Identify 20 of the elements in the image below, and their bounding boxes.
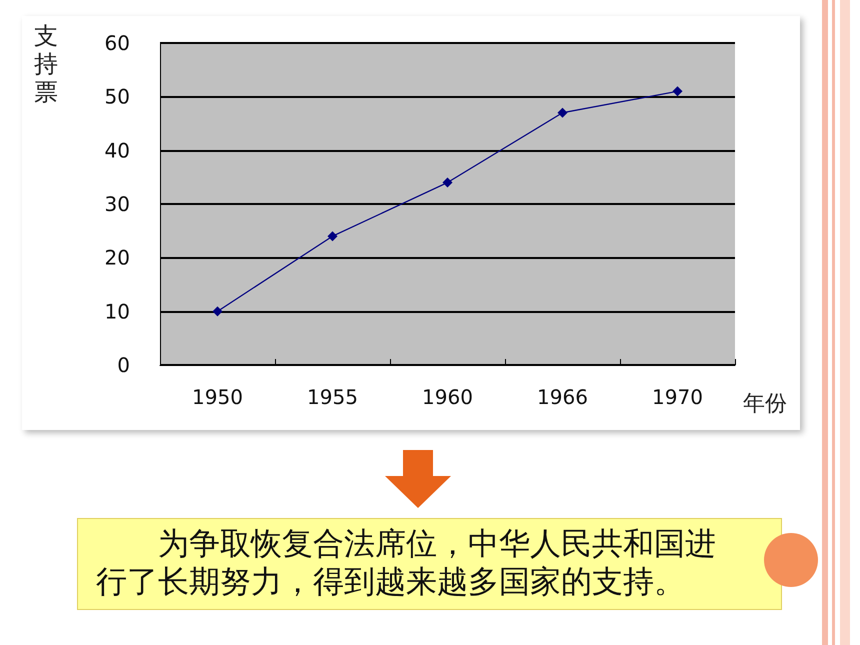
- x-axis-title: 年份: [743, 392, 787, 416]
- point: [558, 108, 568, 118]
- x-tick-label: 1970: [652, 385, 703, 409]
- y-axis-title: 支持票: [34, 22, 59, 106]
- point: [672, 86, 682, 96]
- point: [442, 178, 452, 188]
- x-tick-label: 1960: [422, 385, 473, 409]
- point: [328, 231, 338, 242]
- x-tick-label: 1955: [307, 385, 358, 409]
- x-tick-label: 1950: [192, 385, 243, 409]
- y-tick-label: 0: [117, 353, 130, 377]
- y-tick-label: 20: [104, 246, 130, 270]
- y-tick-label: 30: [104, 192, 130, 216]
- text: 为争取恢复合法席位，中华人民共和国进行了长期努力，得到越来越多国家的支持。: [77, 518, 782, 610]
- y-tick-label: 50: [104, 84, 130, 109]
- y-tick-label: 60: [104, 31, 130, 55]
- y-tick-label: 10: [104, 299, 130, 324]
- y-tick-label: 40: [104, 138, 130, 162]
- x-tick-label: 1966: [537, 385, 588, 409]
- point: [212, 306, 222, 316]
